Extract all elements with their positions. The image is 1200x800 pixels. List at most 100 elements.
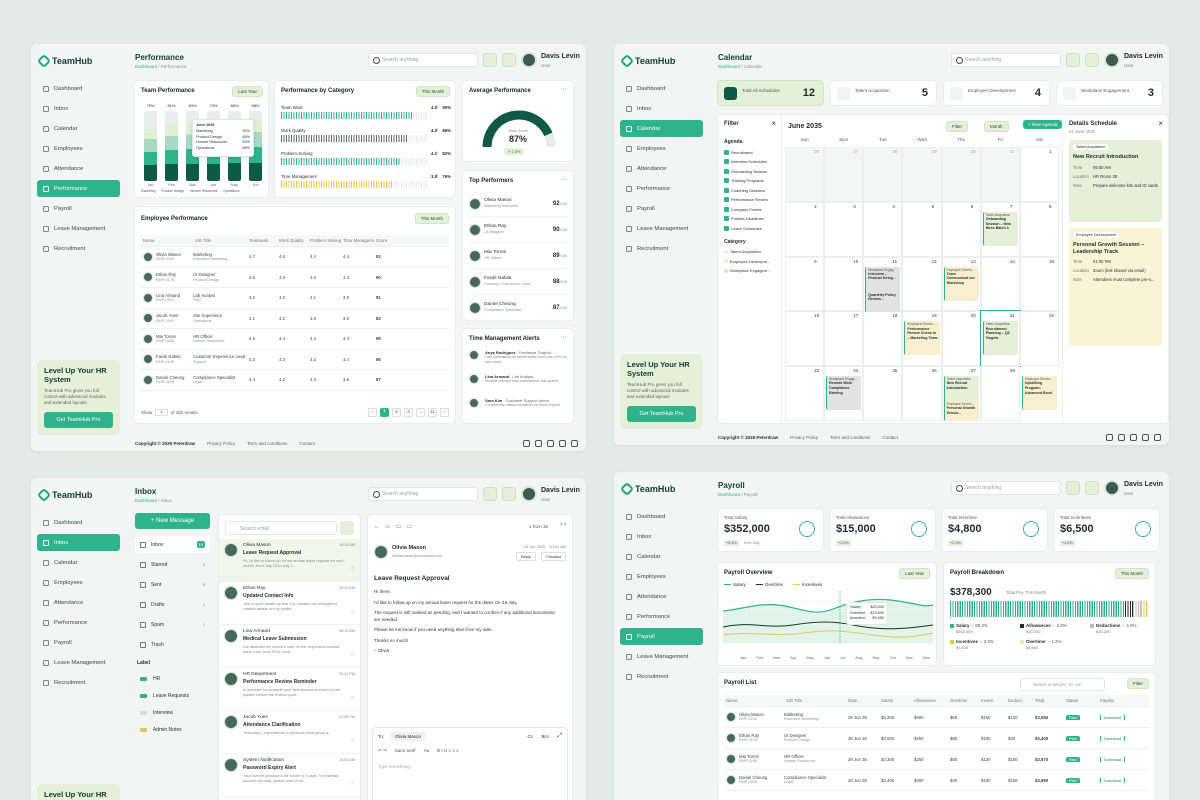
settings-icon[interactable] (483, 53, 497, 67)
label-admin-notes[interactable]: Admin Notes (135, 721, 210, 738)
sidebar-item-inbox[interactable]: Inbox (620, 100, 703, 117)
search-input[interactable]: Search anything (368, 487, 478, 501)
settings-icon[interactable] (1066, 53, 1080, 67)
employee-search-input[interactable]: Search employee, ID, etc (1020, 678, 1105, 691)
table-row[interactable]: Mia Torres EMP-0288 HR Officer Human Resour… (724, 749, 1149, 770)
sidebar-item-calendar[interactable]: Calendar (37, 120, 120, 137)
sidebar-item-calendar[interactable]: Calendar (620, 120, 703, 137)
filter-button[interactable]: Filter (1127, 678, 1149, 689)
sidebar-item-leave-management[interactable]: Leave Management (37, 220, 120, 237)
sidebar-item-inbox[interactable]: Inbox (37, 100, 120, 117)
table-row[interactable]: Ethan Ray EMP-0178 UI Designer Product Desi… (724, 728, 1149, 749)
sidebar-item-payroll[interactable]: Payroll (620, 628, 703, 645)
sidebar-item-recruitment[interactable]: Recruitment (620, 240, 703, 257)
calendar-day[interactable] (785, 147, 825, 202)
filter-dropdown[interactable]: Last Year (899, 568, 930, 579)
column-header[interactable]: Work Quality (279, 238, 304, 243)
sidebar-item-performance[interactable]: Performance (37, 614, 120, 631)
calendar-day[interactable] (785, 256, 825, 312)
column-header[interactable]: Salary (881, 698, 894, 703)
sidebar-item-payroll[interactable]: Payroll (37, 634, 120, 651)
column-header[interactable]: Status (1066, 698, 1079, 703)
crumb-root[interactable]: Dashboard (135, 498, 158, 503)
column-header[interactable]: Teamwork (249, 238, 269, 243)
sidebar-item-inbox[interactable]: Inbox (37, 534, 120, 551)
crumb-root[interactable]: Dashboard (718, 492, 741, 497)
expand-icon[interactable]: ⤢ (557, 733, 562, 739)
view-dropdown[interactable]: Month (984, 121, 1009, 132)
calendar-day[interactable] (941, 201, 981, 257)
calendar-day[interactable] (902, 147, 942, 202)
size-select[interactable]: Aa (423, 748, 430, 753)
facebook-icon[interactable] (523, 440, 530, 447)
table-row[interactable]: Olivia Mason EMP-0234 Marketing Executive M… (724, 707, 1149, 728)
column-header[interactable]: Date (848, 698, 858, 703)
sidebar-item-recruitment[interactable]: Recruitment (37, 674, 120, 691)
new-agenda-button[interactable]: + New Agenda (1023, 120, 1063, 129)
calendar-day[interactable] (980, 147, 1020, 202)
folder-inbox[interactable]: Inbox 10 (135, 536, 210, 553)
star-icon[interactable]: ☆ (350, 738, 355, 744)
filter-dropdown[interactable]: This Month (414, 213, 449, 224)
mail-item[interactable]: System Notification 10:50 AM Password Expi… (219, 754, 360, 797)
folder-starred[interactable]: Starred 3 (135, 556, 210, 573)
mail-item[interactable]: Lina Armand 08:15 AM Medical Leave Submiss… (219, 625, 360, 668)
month-label[interactable]: June 2035 (788, 123, 822, 130)
team-bar[interactable] (144, 111, 157, 181)
label-leave-requests[interactable]: Leave Requests (135, 687, 210, 704)
sidebar-item-attendance[interactable]: Attendance (37, 160, 120, 177)
calendar-day[interactable] (980, 366, 1020, 421)
list-item[interactable]: Farah Nabila Customer Experience Lead 88/1… (469, 269, 567, 295)
agenda-checkbox-interview-schedules[interactable]: Interview Schedules (724, 159, 775, 164)
column-header[interactable]: Total (1035, 698, 1045, 703)
avatar[interactable] (521, 486, 537, 502)
star-icon[interactable]: ☆ (350, 609, 355, 615)
page-button[interactable]: 3 (404, 407, 413, 417)
sidebar-item-dashboard[interactable]: Dashboard (37, 80, 120, 97)
agenda-checkbox-performance-review[interactable]: Performance Review (724, 197, 775, 202)
category-filter-item[interactable]: Employee Developm... (724, 259, 775, 264)
instagram-icon[interactable] (1130, 434, 1137, 441)
star-icon[interactable]: ☆ (350, 566, 355, 572)
crumb-root[interactable]: Dashboard (718, 64, 741, 69)
calendar-event[interactable]: Employee Develo... Team Communicat ion Wo… (943, 266, 979, 301)
mail-item[interactable]: Olivia Mason 10:24 AM Leave Request Approv… (219, 539, 360, 582)
forward-button[interactable]: Forward (541, 552, 566, 561)
get-pro-button[interactable]: Get TeamHub Pro (627, 405, 696, 422)
linkedin-icon[interactable] (571, 440, 578, 447)
close-icon[interactable]: × (1158, 119, 1163, 128)
settings-icon[interactable] (483, 487, 497, 501)
x-icon[interactable] (1118, 434, 1125, 441)
table-row[interactable]: Daniel Cheung EMP-0206 Compliance Speciali… (141, 370, 449, 391)
table-row[interactable]: Mia Torres EMP-0288 HR Officer Human Resour… (141, 329, 449, 350)
calendar-day[interactable] (863, 366, 903, 421)
sidebar-item-employees[interactable]: Employees (37, 574, 120, 591)
search-input[interactable]: Search anything (368, 53, 478, 67)
agenda-checkbox-leave-schedules[interactable]: Leave Schedules (724, 225, 775, 231)
calendar-day[interactable] (863, 311, 903, 367)
calendar-event[interactable]: Employee Develo... Upskilling Program: Ad… (1021, 376, 1057, 411)
sidebar-item-payroll[interactable]: Payroll (620, 200, 703, 217)
calendar-day[interactable] (980, 256, 1020, 312)
sidebar-item-recruitment[interactable]: Recruitment (37, 240, 120, 257)
sidebar-item-attendance[interactable]: Attendance (620, 588, 703, 605)
column-header[interactable]: Job Title (786, 698, 803, 703)
calendar-day[interactable] (785, 366, 825, 421)
next-page-icon[interactable]: › (440, 407, 449, 417)
notification-icon[interactable] (502, 53, 516, 67)
sidebar-item-performance[interactable]: Performance (620, 180, 703, 197)
table-row[interactable]: Farah Nabila EMP-0145 Customer Experience … (141, 350, 449, 370)
calendar-day[interactable] (824, 147, 864, 202)
notification-icon[interactable] (1085, 481, 1099, 495)
calendar-day[interactable] (980, 201, 1020, 257)
calendar-day[interactable] (824, 201, 864, 257)
settings-icon[interactable] (1066, 481, 1080, 495)
sidebar-item-attendance[interactable]: Attendance (620, 160, 703, 177)
folder-spam[interactable]: Spam 1 (135, 616, 210, 633)
privacy-link[interactable]: Privacy Policy (790, 435, 819, 440)
agenda-checkbox-company-events[interactable]: Company Events (724, 206, 775, 212)
star-icon[interactable]: ☆ (350, 781, 355, 787)
table-row[interactable]: Lina Armand EMP-0312 Lab Analyst R&D 4.2 4.0 4… (141, 288, 449, 309)
calendar-day[interactable] (979, 310, 1021, 368)
calendar-day[interactable] (941, 256, 981, 312)
